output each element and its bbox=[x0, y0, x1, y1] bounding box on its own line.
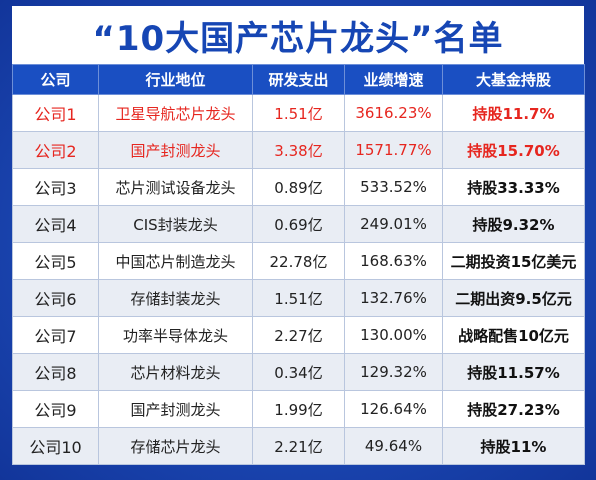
page-title: “10大国产芯片龙头”名单 bbox=[92, 18, 504, 59]
cell-rd-spending: 3.38亿 bbox=[252, 131, 345, 169]
cell-position: 芯片测试设备龙头 bbox=[98, 168, 253, 206]
cell-fund-holding: 持股15.70% bbox=[442, 131, 585, 169]
table-row: 公司3 芯片测试设备龙头 0.89亿 533.52% 持股33.33% bbox=[12, 168, 585, 206]
table-row: 公司4 CIS封装龙头 0.69亿 249.01% 持股9.32% bbox=[12, 205, 585, 243]
cell-fund-holding: 持股11.7% bbox=[442, 94, 585, 132]
cell-company: 公司9 bbox=[12, 390, 99, 428]
header-fund-holding: 大基金持股 bbox=[442, 64, 585, 95]
table-row: 公司10 存储芯片龙头 2.21亿 49.64% 持股11% bbox=[12, 427, 585, 465]
cell-growth: 168.63% bbox=[344, 242, 443, 280]
cell-growth: 129.32% bbox=[344, 353, 443, 391]
cell-fund-holding: 持股27.23% bbox=[442, 390, 585, 428]
table-row: 公司5 中国芯片制造龙头 22.78亿 168.63% 二期投资15亿美元 bbox=[12, 242, 585, 280]
cell-fund-holding: 二期投资15亿美元 bbox=[442, 242, 585, 280]
cell-position: 中国芯片制造龙头 bbox=[98, 242, 253, 280]
header-rd-spending: 研发支出 bbox=[252, 64, 345, 95]
header-growth: 业绩增速 bbox=[344, 64, 443, 95]
cell-rd-spending: 1.99亿 bbox=[252, 390, 345, 428]
cell-company: 公司7 bbox=[12, 316, 99, 354]
cell-rd-spending: 22.78亿 bbox=[252, 242, 345, 280]
cell-position: 国产封测龙头 bbox=[98, 390, 253, 428]
table-row: 公司8 芯片材料龙头 0.34亿 129.32% 持股11.57% bbox=[12, 353, 585, 391]
table-row: 公司6 存储封装龙头 1.51亿 132.76% 二期出资9.5亿元 bbox=[12, 279, 585, 317]
cell-company: 公司2 bbox=[12, 131, 99, 169]
cell-growth: 249.01% bbox=[344, 205, 443, 243]
cell-growth: 126.64% bbox=[344, 390, 443, 428]
cell-position: 国产封测龙头 bbox=[98, 131, 253, 169]
cell-growth: 130.00% bbox=[344, 316, 443, 354]
cell-company: 公司1 bbox=[12, 94, 99, 132]
table-row: 公司7 功率半导体龙头 2.27亿 130.00% 战略配售10亿元 bbox=[12, 316, 585, 354]
cell-fund-holding: 持股9.32% bbox=[442, 205, 585, 243]
cell-position: 存储芯片龙头 bbox=[98, 427, 253, 465]
cell-position: 功率半导体龙头 bbox=[98, 316, 253, 354]
table-body: 公司1 卫星导航芯片龙头 1.51亿 3616.23% 持股11.7% 公司2 国产封测龙头… bbox=[12, 94, 585, 465]
cell-rd-spending: 2.27亿 bbox=[252, 316, 345, 354]
cell-growth: 132.76% bbox=[344, 279, 443, 317]
cell-rd-spending: 1.51亿 bbox=[252, 279, 345, 317]
cell-fund-holding: 持股11.57% bbox=[442, 353, 585, 391]
cell-company: 公司10 bbox=[12, 427, 99, 465]
cell-growth: 1571.77% bbox=[344, 131, 443, 169]
header-position: 行业地位 bbox=[98, 64, 253, 95]
cell-rd-spending: 0.34亿 bbox=[252, 353, 345, 391]
cell-fund-holding: 持股11% bbox=[442, 427, 585, 465]
table-row: 公司9 国产封测龙头 1.99亿 126.64% 持股27.23% bbox=[12, 390, 585, 428]
cell-growth: 49.64% bbox=[344, 427, 443, 465]
cell-company: 公司5 bbox=[12, 242, 99, 280]
cell-rd-spending: 1.51亿 bbox=[252, 94, 345, 132]
cell-company: 公司4 bbox=[12, 205, 99, 243]
cell-rd-spending: 2.21亿 bbox=[252, 427, 345, 465]
cell-fund-holding: 持股33.33% bbox=[442, 168, 585, 206]
table-row: 公司2 国产封测龙头 3.38亿 1571.77% 持股15.70% bbox=[12, 131, 585, 169]
header-company: 公司 bbox=[12, 64, 99, 95]
cell-position: 芯片材料龙头 bbox=[98, 353, 253, 391]
cell-position: 存储封装龙头 bbox=[98, 279, 253, 317]
chip-leaders-table: 公司 行业地位 研发支出 业绩增速 大基金持股 公司1 卫星导航芯片龙头 1.51亿… bbox=[12, 64, 585, 465]
title-banner: “10大国产芯片龙头”名单 bbox=[12, 6, 584, 64]
cell-company: 公司3 bbox=[12, 168, 99, 206]
cell-company: 公司6 bbox=[12, 279, 99, 317]
table-header-row: 公司 行业地位 研发支出 业绩增速 大基金持股 bbox=[12, 64, 585, 95]
cell-position: 卫星导航芯片龙头 bbox=[98, 94, 253, 132]
cell-growth: 533.52% bbox=[344, 168, 443, 206]
cell-growth: 3616.23% bbox=[344, 94, 443, 132]
cell-fund-holding: 战略配售10亿元 bbox=[442, 316, 585, 354]
cell-fund-holding: 二期出资9.5亿元 bbox=[442, 279, 585, 317]
cell-rd-spending: 0.69亿 bbox=[252, 205, 345, 243]
cell-company: 公司8 bbox=[12, 353, 99, 391]
cell-rd-spending: 0.89亿 bbox=[252, 168, 345, 206]
cell-position: CIS封装龙头 bbox=[98, 205, 253, 243]
table-row: 公司1 卫星导航芯片龙头 1.51亿 3616.23% 持股11.7% bbox=[12, 94, 585, 132]
